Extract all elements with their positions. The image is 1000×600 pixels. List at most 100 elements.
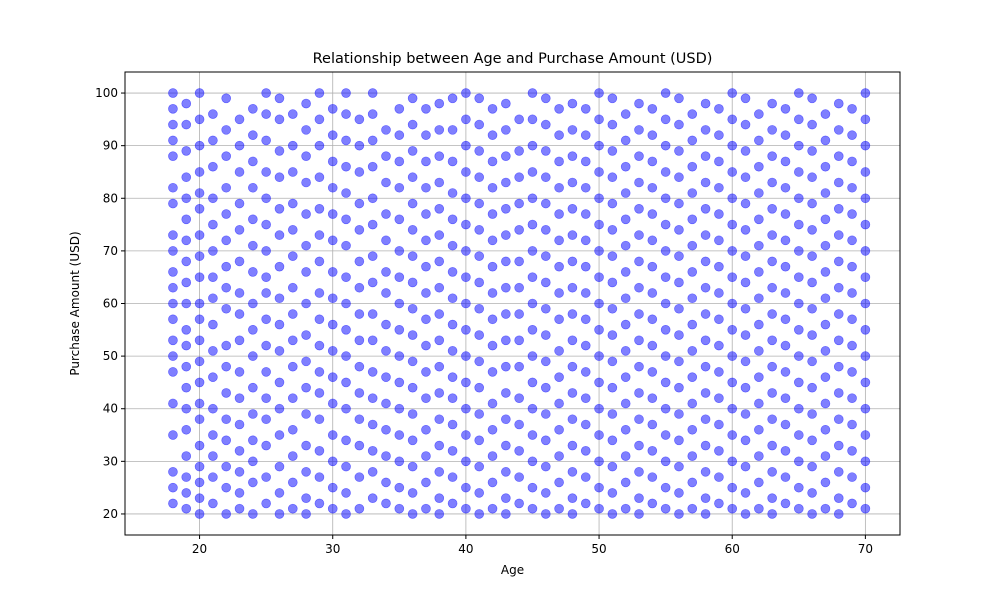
scatter-point bbox=[168, 135, 178, 146]
scatter-point bbox=[354, 414, 365, 425]
scatter-point bbox=[381, 209, 391, 219]
scatter-point bbox=[487, 451, 498, 461]
scatter-point bbox=[847, 288, 857, 298]
scatter-point bbox=[367, 193, 378, 204]
scatter-point bbox=[554, 477, 564, 488]
scatter-point bbox=[700, 282, 711, 293]
scatter-point bbox=[381, 346, 391, 356]
scatter-point bbox=[234, 167, 245, 177]
scatter-point bbox=[714, 446, 724, 456]
scatter-point bbox=[780, 498, 791, 509]
scatter-point bbox=[234, 419, 245, 430]
scatter-point bbox=[820, 267, 831, 277]
scatter-point bbox=[607, 330, 618, 340]
scatter-point bbox=[421, 209, 431, 219]
scatter-point bbox=[767, 177, 777, 188]
scatter-point bbox=[501, 125, 511, 135]
x-axis-ticks: 20 30 40 50 60 70 bbox=[192, 535, 873, 556]
scatter-point bbox=[700, 388, 711, 398]
scatter-point bbox=[274, 509, 285, 519]
scatter-point bbox=[447, 240, 458, 251]
scatter-point bbox=[740, 330, 751, 340]
x-axis-label: Age bbox=[501, 563, 524, 577]
scatter-point bbox=[341, 403, 351, 414]
scatter-point bbox=[421, 156, 431, 167]
scatter-point bbox=[301, 509, 311, 519]
scatter-point bbox=[687, 161, 698, 172]
scatter-point bbox=[327, 398, 338, 409]
y-tick-label: 20 bbox=[103, 507, 118, 521]
scatter-point bbox=[301, 382, 311, 393]
scatter-point bbox=[501, 282, 511, 293]
scatter-point bbox=[674, 225, 684, 235]
scatter-point bbox=[674, 93, 684, 104]
scatter-point bbox=[714, 209, 724, 219]
scatter-point bbox=[767, 467, 777, 477]
scatter-point bbox=[647, 419, 658, 430]
scatter-point bbox=[407, 146, 418, 156]
scatter-point bbox=[181, 451, 192, 461]
scatter-point bbox=[208, 109, 218, 119]
scatter-point bbox=[820, 346, 831, 356]
scatter-point bbox=[860, 325, 871, 335]
scatter-point bbox=[554, 104, 564, 114]
scatter-point bbox=[660, 167, 671, 177]
scatter-point bbox=[447, 267, 458, 277]
scatter-point bbox=[287, 140, 298, 151]
scatter-point bbox=[461, 325, 471, 335]
scatter-point bbox=[727, 430, 738, 440]
scatter-point bbox=[407, 509, 418, 519]
scatter-point bbox=[354, 256, 365, 267]
scatter-point bbox=[833, 467, 844, 477]
scatter-point bbox=[367, 219, 378, 230]
scatter-point bbox=[234, 467, 245, 477]
scatter-point bbox=[687, 240, 698, 251]
scatter-point bbox=[341, 435, 351, 446]
scatter-point bbox=[314, 446, 325, 456]
scatter-point bbox=[367, 109, 378, 119]
scatter-point bbox=[341, 214, 351, 225]
scatter-point bbox=[740, 509, 751, 519]
scatter-point bbox=[727, 114, 738, 125]
scatter-point bbox=[394, 156, 405, 167]
scatter-point bbox=[421, 104, 431, 114]
scatter-point bbox=[594, 325, 604, 335]
scatter-point bbox=[833, 98, 844, 109]
scatter-point bbox=[261, 109, 271, 119]
scatter-point bbox=[248, 477, 258, 488]
scatter-point bbox=[793, 351, 804, 361]
scatter-point bbox=[474, 509, 485, 519]
scatter-point bbox=[367, 335, 378, 346]
scatter-point bbox=[620, 293, 631, 304]
scatter-point bbox=[674, 356, 684, 367]
scatter-point bbox=[434, 309, 445, 319]
scatter-point bbox=[740, 382, 751, 393]
scatter-point bbox=[793, 193, 804, 204]
scatter-point bbox=[181, 172, 192, 183]
scatter-point bbox=[301, 467, 311, 477]
scatter-point bbox=[501, 256, 511, 267]
scatter-point bbox=[620, 214, 631, 225]
scatter-point bbox=[740, 277, 751, 288]
scatter-point bbox=[474, 356, 485, 367]
scatter-point bbox=[727, 193, 738, 204]
x-tick-label: 30 bbox=[325, 542, 340, 556]
scatter-point bbox=[181, 235, 192, 246]
scatter-point bbox=[793, 377, 804, 388]
scatter-point bbox=[501, 414, 511, 425]
scatter-point bbox=[594, 456, 604, 467]
scatter-point bbox=[314, 230, 325, 240]
scatter-point bbox=[793, 114, 804, 125]
scatter-point bbox=[634, 177, 644, 188]
scatter-point bbox=[168, 298, 178, 309]
scatter-point bbox=[208, 403, 218, 414]
scatter-point bbox=[248, 104, 258, 114]
scatter-point bbox=[780, 182, 791, 193]
scatter-point bbox=[567, 335, 578, 346]
scatter-point bbox=[434, 388, 445, 398]
scatter-point bbox=[381, 451, 391, 461]
scatter-point bbox=[487, 424, 498, 435]
scatter-point bbox=[714, 367, 724, 377]
scatter-point bbox=[660, 193, 671, 204]
scatter-point bbox=[594, 167, 604, 177]
